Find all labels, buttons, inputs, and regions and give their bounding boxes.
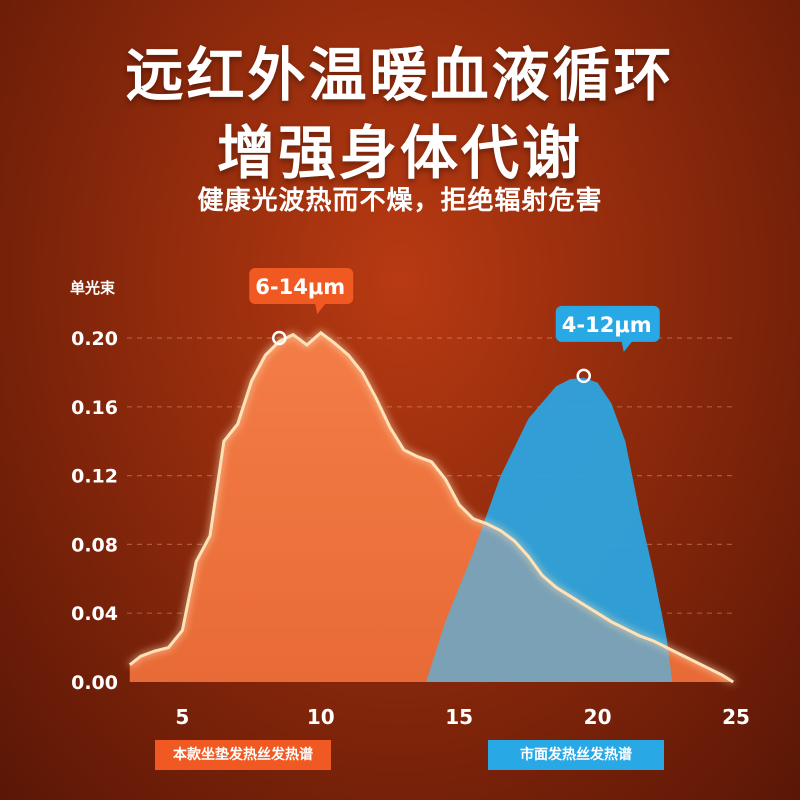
orange-callout-label: 6-14μm xyxy=(255,275,345,299)
x-tick-label: 25 xyxy=(722,705,750,729)
x-tick-label: 5 xyxy=(175,705,189,729)
y-tick-label: 0.20 xyxy=(71,328,118,350)
y-tick-label: 0.04 xyxy=(71,603,118,625)
x-tick-label: 20 xyxy=(584,705,612,729)
blue-peak-marker xyxy=(576,368,591,384)
x-tick-label: 10 xyxy=(307,705,335,729)
legend-orange: 本款坐垫发热丝发热谱 xyxy=(155,740,331,770)
y-tick-label: 0.08 xyxy=(71,534,118,556)
orange-peak-marker xyxy=(272,330,287,346)
subtitle: 健康光波热而不燥，拒绝辐射危害 xyxy=(197,186,603,216)
orange-area xyxy=(129,332,734,682)
blue-callout-bubble xyxy=(553,305,660,352)
y-axis-label: 单光束 xyxy=(70,279,116,297)
orange-callout-bubble xyxy=(247,268,354,314)
x-tick-label: 15 xyxy=(445,705,473,729)
legend-blue: 市面发热丝发热谱 xyxy=(488,740,664,770)
y-tick-label: 0.12 xyxy=(71,466,118,488)
title-line-1: 远红外温暖血液循环 xyxy=(125,41,675,109)
y-tick-label: 0.16 xyxy=(71,397,118,419)
y-tick-label: 0.00 xyxy=(71,672,118,694)
title-line-2: 增强身体代谢 xyxy=(216,119,583,187)
orange-overlay xyxy=(129,332,734,682)
blue-area xyxy=(426,377,673,682)
orange-series-line xyxy=(128,330,734,684)
blue-callout-label: 4-12μm xyxy=(562,313,652,337)
